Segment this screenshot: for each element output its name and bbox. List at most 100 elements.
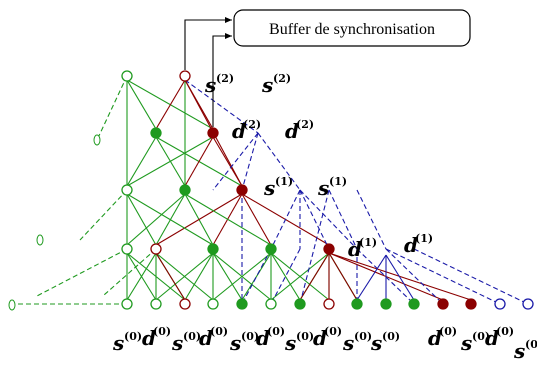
level-label-superscript: (2) xyxy=(296,118,314,131)
level-label: d(2) xyxy=(232,118,261,143)
level-label-letter: s xyxy=(317,176,329,200)
bottom-label-letter: s xyxy=(342,331,354,355)
edge-dashed-blue xyxy=(385,248,444,305)
dashed-node xyxy=(36,234,44,246)
filled-node xyxy=(150,127,162,139)
edge-dashed-blue xyxy=(241,248,272,305)
edge-l1-l2 xyxy=(126,193,186,246)
level-label: s (1) xyxy=(263,175,293,200)
filled-node xyxy=(408,298,420,310)
bottom-label: s(0) xyxy=(513,338,537,363)
edge-l2d-l3 xyxy=(126,79,157,130)
edge-l0-l1 xyxy=(184,252,214,301)
bottom-label-letter: s xyxy=(370,331,382,355)
edge-blue xyxy=(385,254,415,301)
bottom-label-letter: d xyxy=(199,326,213,350)
bottom-label: s(0) xyxy=(171,330,201,355)
bottom-label-letter: d xyxy=(485,326,499,350)
bottom-label-superscript: (0) xyxy=(382,330,400,343)
nodes-layer xyxy=(8,70,534,311)
edge-red xyxy=(155,252,186,301)
filled-node xyxy=(207,243,219,255)
hollow-node xyxy=(121,243,133,255)
edge-l0-l1 xyxy=(270,252,301,301)
filled-node xyxy=(380,298,392,310)
bottom-label: s(0) xyxy=(460,330,490,355)
bottom-label-letter: d xyxy=(313,326,327,350)
bottom-label-superscript: (0) xyxy=(439,325,457,338)
level-label: d(1) xyxy=(404,232,433,257)
hollow-node xyxy=(121,184,133,196)
level-label: d(1) xyxy=(348,236,377,261)
dashed-node xyxy=(93,134,101,146)
filled-node xyxy=(351,298,363,310)
level-label: s (2) xyxy=(261,72,291,97)
bottom-label: d(0) xyxy=(256,325,285,350)
hollow-node xyxy=(150,298,162,310)
filled-node xyxy=(294,298,306,310)
bottom-label-letter: s xyxy=(229,331,241,355)
hollow-node xyxy=(323,298,335,310)
level-label-superscript: (1) xyxy=(329,175,347,188)
bottom-label-letter: s xyxy=(112,331,124,355)
bottom-label: d(0) xyxy=(485,325,514,350)
edge-dashed-blue xyxy=(270,248,301,305)
hollow-node xyxy=(494,298,506,310)
bottom-label: s(0) xyxy=(342,330,372,355)
edge-l1-l2 xyxy=(241,193,272,246)
edge-l0-l1 xyxy=(155,252,214,301)
bottom-label-superscript: (0) xyxy=(354,330,372,343)
hollow-node xyxy=(207,298,219,310)
bottom-label-letter: s xyxy=(513,339,525,363)
bottom-label-superscript: (0) xyxy=(472,330,490,343)
arrow-to-buffer-2 xyxy=(212,33,232,127)
edge-l2d-l3 xyxy=(155,79,186,130)
hollow-node xyxy=(150,243,162,255)
bottom-label: s(0) xyxy=(370,330,400,355)
level-label: s (1) xyxy=(317,175,347,200)
edge-dashed-green xyxy=(79,189,128,241)
hollow-node xyxy=(121,70,133,82)
arrow-to-buffer-1 xyxy=(184,17,232,70)
edge-l0-l1 xyxy=(212,252,272,301)
edge-dashed-blue xyxy=(257,132,301,191)
edge-dashed-blue xyxy=(270,189,301,250)
filled-node xyxy=(323,243,335,255)
filled-node xyxy=(265,243,277,255)
edge-dashed-blue xyxy=(184,79,259,134)
bottom-label-superscript: (0) xyxy=(241,330,259,343)
bottom-label: d(0) xyxy=(428,325,457,350)
level-label-superscript: (1) xyxy=(359,236,377,249)
bottom-label: d(0) xyxy=(199,325,228,350)
bottom-label-letter: d xyxy=(256,326,270,350)
dashed-node xyxy=(8,299,16,311)
level-label: s (2) xyxy=(204,72,234,97)
level-label-letter: d xyxy=(348,237,362,261)
level-label-letter: s xyxy=(263,176,275,200)
bottom-label-superscript: (0) xyxy=(324,325,342,338)
edge-red xyxy=(299,252,330,301)
bottom-label-superscript: (0) xyxy=(267,325,285,338)
edge-l1-l2 xyxy=(126,193,214,246)
bottom-label-letter: d xyxy=(142,326,156,350)
edge-l1-l2 xyxy=(155,193,243,246)
edge-dashed-blue xyxy=(241,132,259,191)
labels-layer: s (2) s (2)d(2) d(2)s (1) s (1)d(1) d(1)s (0) d(0)… xyxy=(112,72,537,363)
filled-node xyxy=(437,298,449,310)
bottom-label: d(0) xyxy=(313,325,342,350)
edge-dashed-blue xyxy=(356,248,415,305)
bottom-label: s(0) xyxy=(229,330,259,355)
level-label: d(2) xyxy=(285,118,314,143)
edge-dashed-blue xyxy=(356,189,387,250)
edge-l1-l2 xyxy=(126,193,157,246)
level-label-superscript: (1) xyxy=(275,175,293,188)
bottom-label-superscript: (0) xyxy=(124,330,142,343)
edge-dashed-green xyxy=(96,75,128,141)
edge-l1-l2 xyxy=(184,193,272,246)
level-label-letter: s xyxy=(204,73,216,97)
hollow-node xyxy=(522,298,534,310)
filled-node xyxy=(236,298,248,310)
bottom-label-letter: s xyxy=(460,331,472,355)
hollow-node xyxy=(179,298,191,310)
